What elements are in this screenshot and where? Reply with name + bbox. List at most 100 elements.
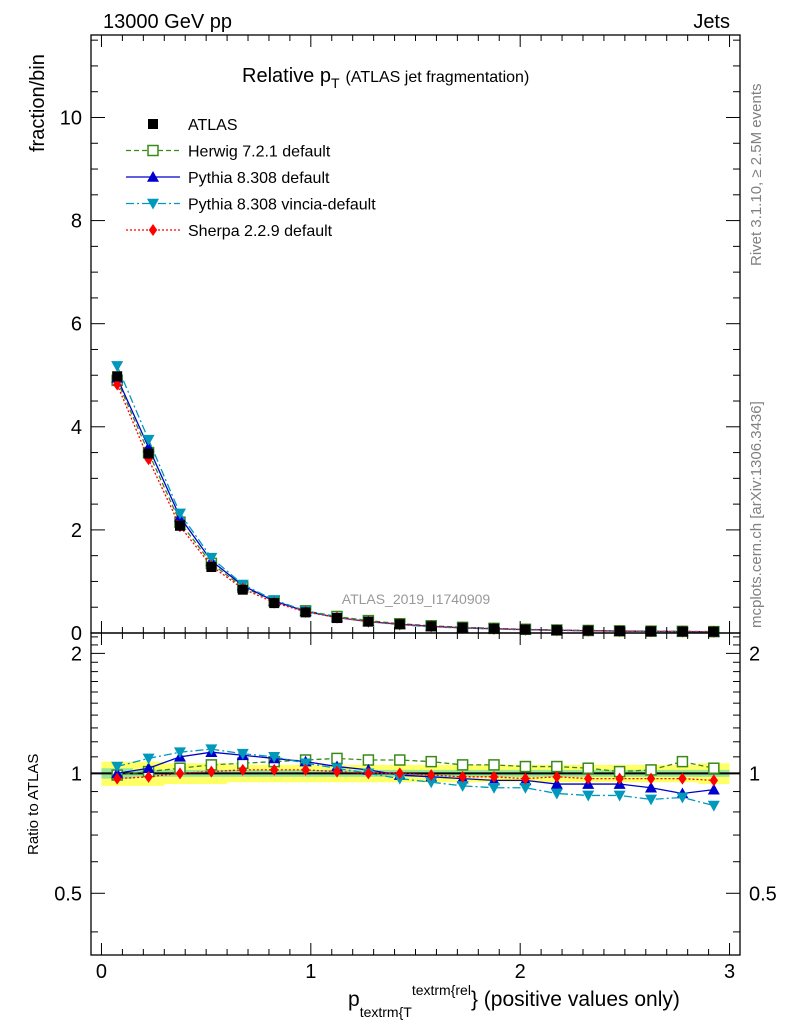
ratio-y-tick-label: 0.5 (54, 883, 82, 905)
ratio-point-herwig (676, 755, 689, 768)
point-atlas (143, 448, 154, 459)
ratio-y-tick-label: 2 (71, 643, 82, 665)
point-vincia (205, 552, 218, 564)
legend-marker-atlas (148, 119, 158, 129)
ratio-y-tick-label-right: 2 (749, 643, 760, 665)
x-tick-label: 1 (305, 961, 316, 983)
point-atlas (489, 623, 500, 634)
legend-marker-vincia (147, 198, 159, 210)
ratio-point-vincia (205, 744, 218, 756)
main-plot-panel: 0 2 4 6 8 10 Relative pT (ATLAS jet fragmentat… (60, 34, 741, 645)
point-vincia (111, 361, 124, 372)
point-atlas (269, 598, 280, 609)
legend-item-vincia: Pythia 8.308 vincia-default (126, 197, 376, 214)
x-axis-label: ptextrm{T textrm{rel} (positive values on… (348, 982, 680, 1020)
point-atlas (677, 626, 688, 637)
ratio-point-vincia (425, 777, 438, 789)
ratio-point-sherpa (112, 772, 122, 785)
ratio-y-axis-label: Ratio to ATLAS (25, 754, 42, 855)
point-atlas (457, 622, 468, 633)
legend-item-atlas: ATLAS (148, 117, 238, 134)
ratio-point-herwig (582, 762, 594, 774)
series-line-sherpa (116, 384, 714, 633)
x-tick-label: 2 (515, 961, 526, 983)
ratio-point-vincia (707, 800, 720, 812)
legend-marker-pythia (147, 171, 159, 182)
point-atlas (646, 626, 657, 637)
ratio-point-vincia (299, 758, 312, 770)
y-tick-label: 4 (71, 417, 82, 439)
ratio-point-vincia (456, 781, 469, 792)
ratio-line-vincia (117, 748, 714, 807)
ratio-y-tick-label-right: 0.5 (749, 883, 777, 905)
ratio-point-vincia (676, 792, 689, 804)
xlabel-main: p (348, 988, 360, 1011)
legend: ATLAS Herwig 7.2.1 default Pythia 8.308 de… (126, 117, 376, 240)
xlabel-subscript: textrm{T (360, 1004, 413, 1020)
legend-label-sherpa: Sherpa 2.2.9 default (188, 223, 333, 240)
ratio-point-sherpa (489, 770, 499, 783)
point-atlas (551, 625, 562, 636)
ratio-point-herwig (456, 759, 469, 771)
ratio-point-vincia (550, 788, 563, 800)
ratio-point-vincia (613, 790, 626, 802)
ratio-series-vincia (111, 744, 720, 812)
point-atlas (331, 613, 342, 624)
series-line-vincia (116, 365, 714, 633)
legend-label-vincia: Pythia 8.308 vincia-default (188, 197, 376, 214)
x-tick-label: 0 (96, 961, 107, 983)
ratio-point-sherpa (175, 767, 185, 780)
ratio-line-pythia (117, 751, 714, 795)
ratio-point-vincia (111, 761, 124, 773)
ratio-point-vincia (173, 747, 186, 759)
ratio-point-sherpa (364, 767, 373, 780)
ratio-point-sherpa (615, 772, 624, 785)
mcplots-label: mcplots.cern.ch [arXiv:1306.3436] (748, 401, 765, 628)
ratio-point-vincia (582, 790, 595, 802)
point-atlas (174, 520, 185, 531)
ratio-point-sherpa (427, 769, 436, 782)
point-atlas (363, 616, 374, 627)
ratio-point-pythia (707, 783, 720, 795)
ratio-point-herwig (362, 754, 375, 766)
point-atlas (614, 625, 625, 636)
legend-label-herwig: Herwig 7.2.1 default (188, 144, 331, 161)
ratio-point-vincia (519, 782, 532, 794)
y-tick-label: 8 (71, 211, 82, 233)
y-axis-label: fraction/bin (27, 54, 49, 152)
ratio-plot-panel: 0 1 2 3 0.5 0.5 1 1 2 2 (54, 632, 777, 983)
ratio-point-sherpa (709, 774, 719, 787)
ratio-plot-frame (90, 632, 741, 956)
ratio-point-sherpa (584, 772, 593, 785)
ratio-line-sherpa (117, 769, 714, 782)
header-process: Jets (693, 11, 730, 33)
xlabel-superscript: textrm{rel (412, 982, 471, 998)
ratio-point-sherpa (207, 765, 216, 778)
legend-marker-herwig (147, 144, 159, 157)
header-energy: 13000 GeV pp (103, 11, 232, 33)
ratio-point-vincia (268, 752, 281, 763)
ratio-point-herwig (425, 755, 437, 768)
point-atlas (206, 562, 217, 573)
legend-marker-sherpa (148, 224, 158, 236)
legend-item-sherpa: Sherpa 2.2.9 default (126, 223, 333, 240)
title-subscript: T (331, 75, 340, 91)
ratio-point-herwig (708, 762, 720, 774)
y-tick-label: 6 (71, 314, 82, 336)
ratio-point-herwig (551, 760, 563, 773)
point-sherpa (112, 378, 122, 391)
ratio-y-tick-label: 1 (71, 763, 82, 785)
plot-title: Relative pT (ATLAS jet fragmentation) (242, 65, 529, 91)
ratio-point-herwig (394, 754, 406, 766)
xlabel-tail: } (positive values only) (471, 988, 680, 1011)
point-atlas (237, 584, 248, 595)
ratio-point-sherpa (269, 763, 279, 776)
y-tick-label: 2 (71, 520, 82, 542)
ratio-point-vincia (488, 782, 501, 794)
title-tail: (ATLAS jet fragmentation) (346, 69, 530, 86)
y-tick-label: 0 (71, 623, 82, 645)
ratio-y-tick-label-right: 1 (749, 763, 760, 785)
legend-label-atlas: ATLAS (188, 117, 238, 134)
ratio-point-sherpa (678, 772, 687, 785)
ratio-point-herwig (488, 759, 500, 771)
